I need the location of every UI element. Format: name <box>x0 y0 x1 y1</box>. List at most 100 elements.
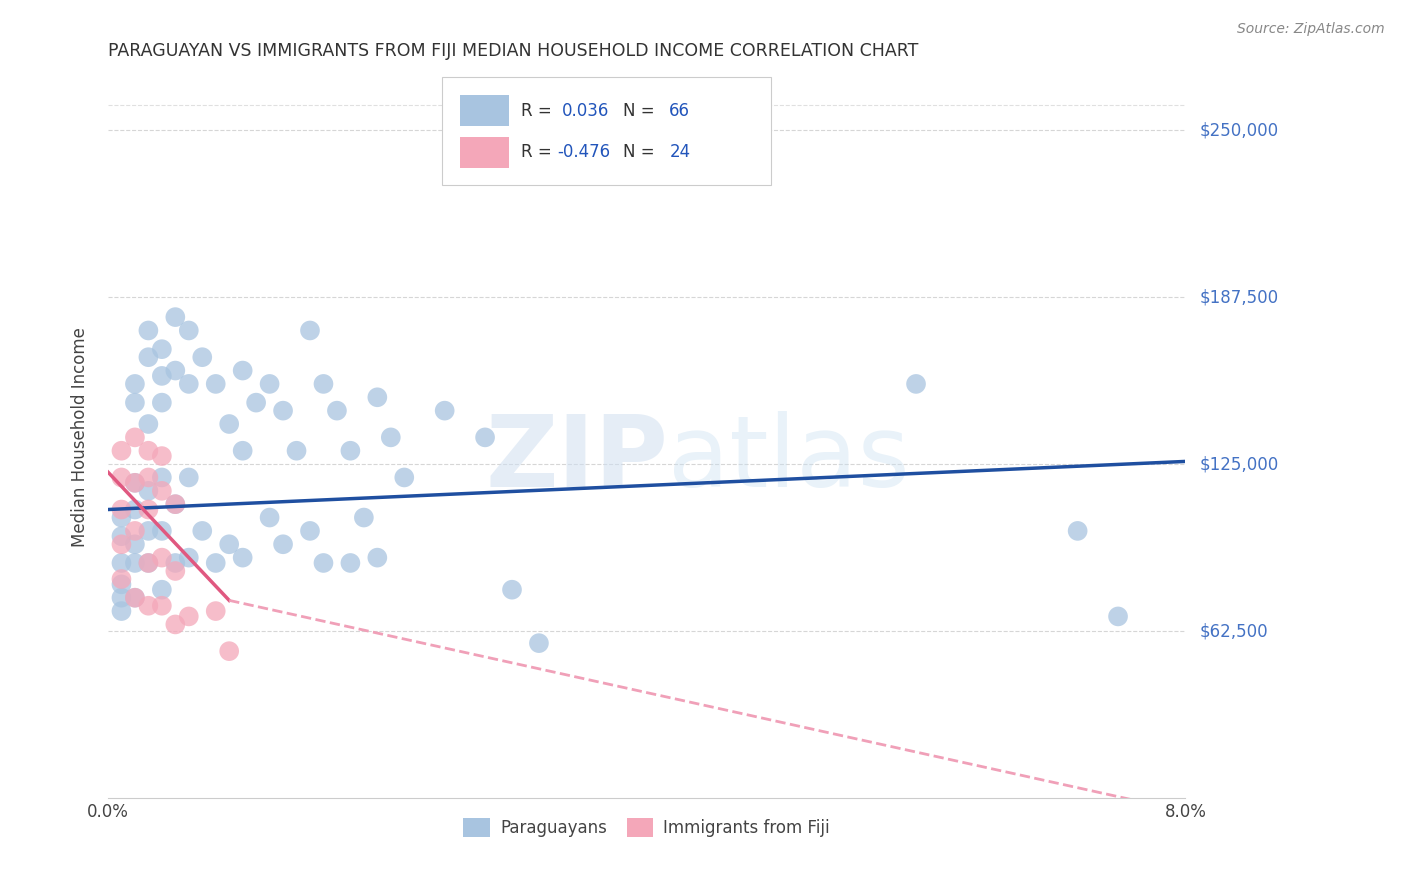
Point <box>501 582 523 597</box>
Point <box>138 350 160 364</box>
Text: 0.036: 0.036 <box>561 102 609 120</box>
Y-axis label: Median Household Income: Median Household Income <box>72 327 89 548</box>
Point <box>380 430 402 444</box>
Point <box>138 417 160 431</box>
Point <box>138 556 160 570</box>
Point <box>177 323 200 337</box>
Point <box>232 550 254 565</box>
Text: $250,000: $250,000 <box>1199 121 1278 139</box>
Text: Source: ZipAtlas.com: Source: ZipAtlas.com <box>1237 22 1385 37</box>
Point <box>124 524 146 538</box>
Point <box>433 403 456 417</box>
Point <box>366 390 388 404</box>
Point <box>138 556 160 570</box>
Bar <box>460 137 509 168</box>
Text: 24: 24 <box>669 144 690 161</box>
Point <box>124 537 146 551</box>
Point <box>339 556 361 570</box>
Point <box>905 376 928 391</box>
Point <box>271 403 294 417</box>
Point <box>312 556 335 570</box>
Point <box>165 556 187 570</box>
Point <box>527 636 550 650</box>
Point <box>298 323 321 337</box>
Point <box>110 577 132 591</box>
Point <box>218 644 240 658</box>
Point <box>138 323 160 337</box>
Point <box>298 524 321 538</box>
Point <box>191 524 214 538</box>
Point <box>271 537 294 551</box>
Point <box>124 475 146 490</box>
Point <box>138 524 160 538</box>
Text: R =: R = <box>520 102 557 120</box>
Point <box>177 470 200 484</box>
Point <box>138 470 160 484</box>
Text: N =: N = <box>623 102 659 120</box>
Point <box>232 363 254 377</box>
Point <box>150 483 173 498</box>
Text: ZIP: ZIP <box>485 410 668 508</box>
Text: 66: 66 <box>669 102 690 120</box>
Point <box>110 529 132 543</box>
Point <box>218 537 240 551</box>
Point <box>204 604 226 618</box>
Point <box>110 537 132 551</box>
Point <box>366 550 388 565</box>
Point <box>165 497 187 511</box>
Point <box>150 524 173 538</box>
Point <box>150 449 173 463</box>
Point <box>232 443 254 458</box>
Text: atlas: atlas <box>668 410 910 508</box>
Point <box>245 395 267 409</box>
Point <box>259 510 281 524</box>
Point <box>138 443 160 458</box>
Point <box>394 470 416 484</box>
Point <box>204 376 226 391</box>
Point <box>1107 609 1129 624</box>
Point <box>339 443 361 458</box>
Point <box>353 510 375 524</box>
Point <box>177 550 200 565</box>
Point <box>138 599 160 613</box>
Point <box>165 363 187 377</box>
Point <box>124 395 146 409</box>
Point <box>110 591 132 605</box>
Point <box>124 556 146 570</box>
Point <box>124 591 146 605</box>
Text: $125,000: $125,000 <box>1199 455 1278 473</box>
Point <box>204 556 226 570</box>
Point <box>1066 524 1088 538</box>
Point <box>165 310 187 325</box>
Text: $62,500: $62,500 <box>1199 622 1268 640</box>
Point <box>326 403 349 417</box>
Point <box>150 550 173 565</box>
FancyBboxPatch shape <box>441 77 770 185</box>
Text: N =: N = <box>623 144 659 161</box>
Point <box>110 510 132 524</box>
Point <box>124 376 146 391</box>
Point <box>124 475 146 490</box>
Point <box>150 342 173 356</box>
Point <box>150 599 173 613</box>
Point <box>177 376 200 391</box>
Point <box>259 376 281 391</box>
Point <box>124 502 146 516</box>
Point <box>285 443 308 458</box>
Point <box>150 470 173 484</box>
Text: PARAGUAYAN VS IMMIGRANTS FROM FIJI MEDIAN HOUSEHOLD INCOME CORRELATION CHART: PARAGUAYAN VS IMMIGRANTS FROM FIJI MEDIA… <box>108 42 918 60</box>
Point <box>110 443 132 458</box>
Point <box>165 497 187 511</box>
Point <box>177 609 200 624</box>
Point <box>191 350 214 364</box>
Point <box>110 604 132 618</box>
Point <box>138 502 160 516</box>
Text: R =: R = <box>520 144 557 161</box>
Legend: Paraguayans, Immigrants from Fiji: Paraguayans, Immigrants from Fiji <box>457 812 837 844</box>
Point <box>165 617 187 632</box>
Point <box>150 368 173 383</box>
Point <box>165 564 187 578</box>
Bar <box>460 95 509 126</box>
Point <box>110 556 132 570</box>
Point <box>138 483 160 498</box>
